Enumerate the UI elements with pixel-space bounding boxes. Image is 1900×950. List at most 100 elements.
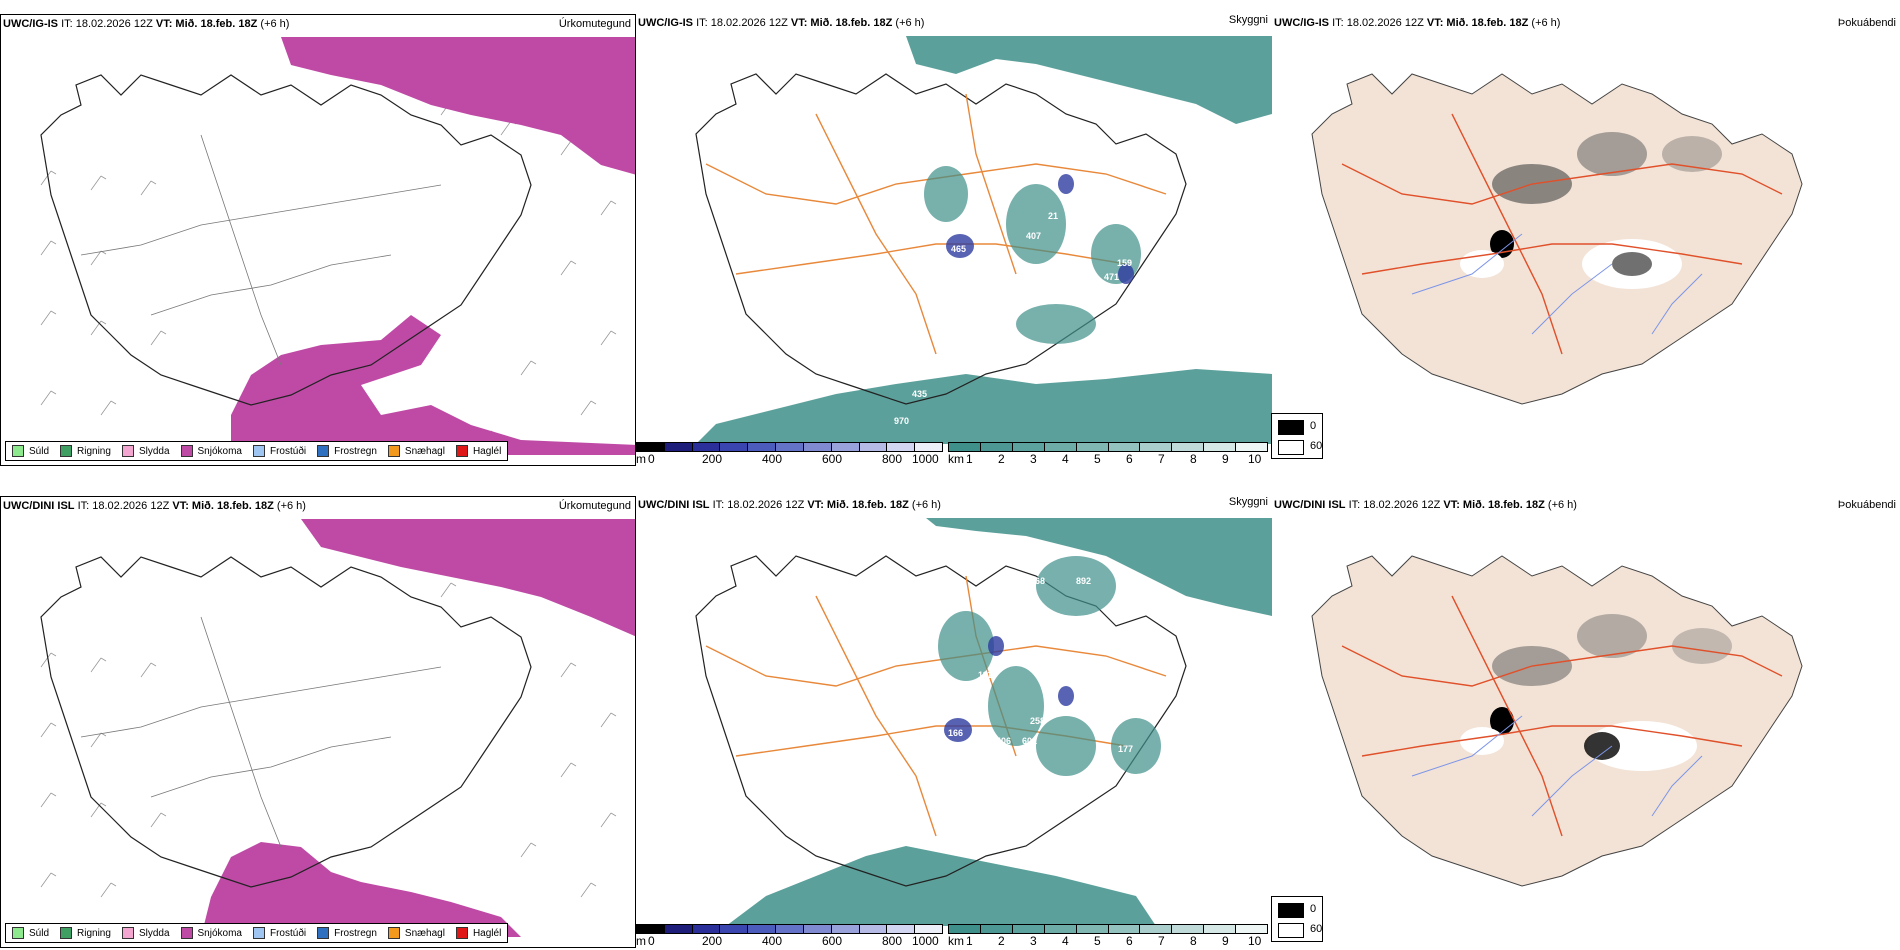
ceiling-label: 465	[951, 244, 966, 254]
roads	[1341, 595, 1783, 837]
init-time: IT: 18.02.2026 12Z	[712, 499, 805, 511]
visibility-tick: 8	[1190, 934, 1197, 948]
precip-type-panel-1: UWC/IG-IS IT: 18.02.2026 12Z VT: Mið. 18…	[0, 14, 636, 466]
precip-map	[40, 519, 635, 937]
ceiling-label: 892	[1076, 576, 1091, 586]
ceiling-label: 21	[1048, 211, 1058, 221]
lead-time: (+6 h)	[260, 18, 290, 30]
legend-item: Snæhagl	[387, 927, 445, 939]
iceland-outline	[695, 555, 1187, 887]
ceiling-tick: 600	[822, 934, 843, 948]
ceiling-label: 84	[998, 654, 1008, 664]
ceiling-tick: 400	[762, 934, 783, 948]
low-vis-area-north	[926, 518, 1272, 616]
legend-item: Rigning	[60, 927, 111, 939]
visibility-unit: km	[948, 934, 964, 948]
ceiling-tick: 600	[822, 452, 843, 466]
visibility-tick: 1	[966, 452, 973, 466]
visibility-tick: 7	[1158, 452, 1165, 466]
panel-title: Skyggni	[1228, 14, 1268, 26]
visibility-panel-2: UWC/DINI ISL IT: 18.02.2026 12Z VT: Mið.…	[636, 496, 1272, 948]
panel-header: UWC/DINI ISL IT: 18.02.2026 12Z VT: Mið.…	[3, 500, 633, 516]
visibility-tick: 3	[1030, 934, 1037, 948]
valid-time-label: VT:	[155, 18, 173, 30]
precip-map	[40, 37, 635, 455]
ceiling-tick: 0	[648, 934, 655, 948]
init-time: IT: 18.02.2026 12Z	[77, 500, 170, 512]
lead-time: (+6 h)	[911, 499, 941, 511]
snow-area-north	[301, 519, 635, 637]
ceiling-labels: 465 407 435 970 21 159 471	[894, 211, 1132, 426]
panel-header: UWC/DINI ISL IT: 18.02.2026 12Z VT: Mið.…	[638, 496, 1270, 515]
ceiling-tick: 1000	[912, 934, 939, 948]
panel-title: Skyggni	[1228, 496, 1268, 508]
model-name: UWC/DINI ISL	[638, 499, 710, 511]
panel-title: Úrkomutegund	[558, 500, 631, 512]
legend-item: Snjókoma	[180, 445, 242, 457]
visibility-colorbar-ramp	[948, 924, 1268, 934]
lead-time: (+6 h)	[276, 500, 306, 512]
fog-legend-low: 0	[1310, 420, 1317, 432]
model-name: UWC/IG-IS	[3, 18, 58, 30]
lead-time: (+6 h)	[1531, 17, 1561, 29]
fog-legend-low: 0	[1310, 903, 1317, 915]
wind-barbs	[40, 582, 617, 918]
visibility-tick: 4	[1062, 452, 1069, 466]
legend-item: Rigning	[60, 445, 111, 457]
fog-legend-high: 60	[1310, 923, 1323, 935]
precip-legend: Súld Rigning Slydda Snjókoma Frostúði Fr…	[5, 923, 509, 943]
fog-legend-1: 0 60	[1271, 413, 1323, 459]
visibility-colorbar: km 1 2 3 4 5 6 7 8 9 10	[948, 440, 1268, 466]
visibility-tick: 9	[1222, 452, 1229, 466]
legend-item: Haglél	[455, 445, 501, 457]
ceiling-label: 177	[1118, 744, 1133, 754]
visibility-tick: 8	[1190, 452, 1197, 466]
ceiling-label: 471	[1104, 272, 1119, 282]
low-vis-area-north	[906, 36, 1272, 124]
roads	[705, 93, 1167, 355]
ceiling-label: 435	[912, 389, 927, 399]
legend-item: Slydda	[121, 445, 170, 457]
legend-item: Frostúði	[252, 445, 306, 457]
legend-item: Súld	[12, 445, 49, 457]
visibility-tick: 10	[1248, 452, 1262, 466]
model-name: UWC/IG-IS	[1274, 17, 1329, 29]
snow-area-south	[231, 315, 635, 455]
valid-time-label: VT:	[1443, 499, 1460, 511]
ceiling-colorbar: m 0 200 400 600 800 1000	[636, 440, 946, 466]
valid-time-label: VT:	[1426, 17, 1444, 29]
ceiling-tick: 400	[762, 452, 783, 466]
visibility-tick: 6	[1126, 452, 1133, 466]
valid-time-label: VT:	[790, 17, 808, 29]
roads	[80, 134, 442, 366]
visibility-tick: 10	[1248, 934, 1262, 948]
valid-time: Mið. 18.feb. 18Z	[1446, 17, 1529, 29]
ceiling-tick: 800	[882, 934, 903, 948]
legend-item: Súld	[12, 927, 49, 939]
rivers	[1411, 233, 1703, 335]
legend-item: Snæhagl	[387, 445, 445, 457]
ceiling-label: 166	[948, 728, 963, 738]
visibility-tick: 2	[998, 452, 1005, 466]
valid-time: Mið. 18.feb. 18Z	[175, 18, 258, 30]
snow-area-north	[281, 37, 635, 175]
panel-title: Þokuábendi	[1837, 499, 1896, 511]
visibility-tick: 5	[1094, 934, 1101, 948]
ceiling-tick: 200	[702, 934, 723, 948]
valid-time-label: VT:	[807, 499, 824, 511]
valid-time: Mið. 18.feb. 18Z	[826, 499, 909, 511]
model-name: UWC/DINI ISL	[3, 500, 75, 512]
low-ceiling-patches	[946, 174, 1134, 284]
init-time: IT: 18.02.2026 12Z	[696, 17, 788, 29]
ceiling-label: 159	[1117, 258, 1132, 268]
fog-map	[1311, 73, 1803, 405]
low-vis-area-south	[696, 369, 1272, 444]
ceiling-colorbar: m 0 200 400 600 800 1000	[636, 922, 946, 948]
model-name: UWC/IG-IS	[638, 17, 693, 29]
ceiling-tick: 200	[702, 452, 723, 466]
model-name: UWC/DINI ISL	[1274, 499, 1346, 511]
iceland-outline	[695, 73, 1187, 405]
visibility-tick: 7	[1158, 934, 1165, 948]
valid-time: Mið. 18.feb. 18Z	[810, 17, 893, 29]
low-vis-area-south	[726, 846, 1156, 926]
